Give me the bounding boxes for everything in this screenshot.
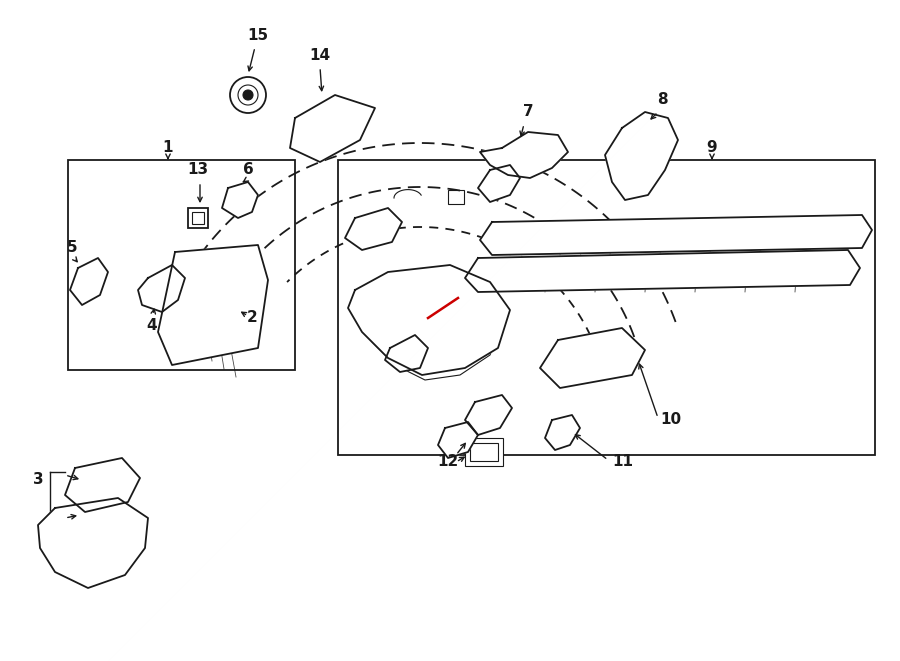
Text: 13: 13 (187, 163, 209, 178)
Polygon shape (545, 415, 580, 450)
Polygon shape (480, 132, 568, 178)
Text: 1: 1 (163, 141, 173, 155)
Polygon shape (398, 185, 422, 210)
Text: 7: 7 (523, 104, 534, 120)
Polygon shape (465, 250, 860, 292)
Bar (448, 190, 464, 204)
Circle shape (243, 90, 253, 100)
Text: 14: 14 (310, 48, 330, 63)
Polygon shape (348, 265, 510, 375)
Text: 12: 12 (437, 455, 459, 469)
Text: 9: 9 (706, 141, 717, 155)
Bar (470, 443, 498, 461)
Polygon shape (478, 165, 520, 202)
Polygon shape (38, 498, 148, 588)
Polygon shape (65, 458, 140, 512)
Polygon shape (158, 245, 268, 365)
Text: 3: 3 (32, 473, 43, 488)
Text: 11: 11 (612, 455, 633, 469)
Bar (68, 160, 295, 370)
Polygon shape (138, 265, 185, 312)
Text: 6: 6 (243, 163, 254, 178)
Polygon shape (345, 208, 402, 250)
Polygon shape (290, 95, 375, 162)
Text: 10: 10 (660, 412, 681, 428)
Text: 15: 15 (248, 28, 268, 42)
Polygon shape (70, 258, 108, 305)
Text: 5: 5 (67, 241, 77, 256)
Bar (338, 160, 875, 455)
Bar (465, 438, 503, 466)
Text: 2: 2 (247, 311, 257, 325)
Polygon shape (222, 182, 258, 218)
Polygon shape (385, 335, 428, 372)
Polygon shape (465, 395, 512, 435)
Polygon shape (605, 112, 678, 200)
Bar (188, 208, 208, 228)
Polygon shape (438, 422, 478, 458)
Bar (192, 212, 204, 224)
Text: 8: 8 (657, 93, 667, 108)
Circle shape (230, 77, 266, 113)
Polygon shape (480, 215, 872, 255)
Text: 4: 4 (147, 317, 158, 332)
Polygon shape (540, 328, 645, 388)
